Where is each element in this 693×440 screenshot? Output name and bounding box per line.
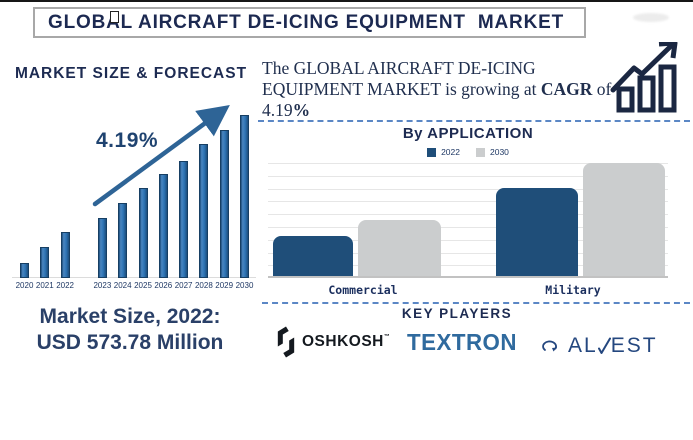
forecast-year-label: 2024 [113, 281, 132, 290]
gridline [268, 175, 668, 177]
key-players-heading: KEY PLAYERS [401, 306, 513, 321]
app-bar-commercial-2030 [358, 219, 441, 276]
forecast-bar-2026 [158, 173, 168, 278]
forecast-year-label: 2029 [215, 281, 234, 290]
forecast-bar-2021 [40, 247, 50, 278]
forecast-chart-title: MARKET SIZE & FORECAST [14, 65, 248, 82]
forecast-year-label: 2023 [93, 281, 112, 290]
watermark-smudge [633, 13, 669, 22]
textron-logo: TEXTRON [407, 329, 517, 355]
application-chart-legend: 2022 2030 [268, 147, 668, 157]
page-title: GLOBAL AIRCRAFT DE-ICING EQUIPMENT MARKE… [48, 11, 564, 33]
alvest-icon [542, 340, 557, 351]
gridline [268, 265, 668, 267]
alvest-name-suffix: EST [610, 334, 658, 357]
legend-label-2030: 2030 [490, 147, 509, 157]
legend-item-2030: 2030 [476, 147, 509, 157]
growth-chart-icon [610, 42, 678, 113]
forecast-bar-chart: 2020 2021 2022 2023 2024 2025 2026 2027 2028 2029… [0, 97, 260, 290]
application-bar-chart [268, 163, 668, 278]
forecast-axis-line [12, 277, 256, 278]
category-label-military: Military [545, 283, 601, 297]
forecast-bar-2022 [60, 232, 70, 278]
forecast-year-label: 2028 [194, 281, 213, 290]
alvest-name-prefix: AL [568, 334, 598, 357]
forecast-year-label: 2030 [235, 281, 254, 290]
growth-statement: The GLOBAL AIRCRAFT DE-ICING EQUIPMENT M… [262, 58, 624, 121]
oshkosh-trademark: ™ [383, 334, 391, 340]
forecast-bar-2025 [138, 188, 148, 278]
application-chart-title: By APPLICATION [402, 125, 534, 142]
application-category-labels: Commercial Military [268, 283, 668, 297]
market-size-value: USD 573.78 Million [36, 331, 224, 354]
forecast-bar-2020 [20, 263, 29, 278]
forecast-year-label: 2020 [15, 281, 34, 290]
legend-label-2022: 2022 [441, 147, 460, 157]
cagr-annotation: 4.19% [96, 129, 159, 152]
alvest-v-glyph [597, 337, 611, 354]
growth-statement-part1: The GLOBAL AIRCRAFT DE-ICING EQUIPMENT M… [262, 58, 541, 99]
growth-statement-part3: of 4.19 [262, 79, 612, 120]
market-size-title: Market Size, 2022: [39, 305, 221, 328]
gridline [268, 201, 668, 203]
forecast-year-label: 2025 [134, 281, 152, 290]
app-bar-commercial-2022 [273, 236, 353, 276]
gridline [268, 227, 668, 228]
forecast-year-label: 2026 [154, 281, 173, 290]
category-label-commercial: Commercial [328, 283, 398, 297]
gridline [268, 188, 668, 190]
forecast-bar-2030 [240, 115, 249, 278]
forecast-bar-2028 [199, 144, 209, 278]
forecast-year-label: 2022 [56, 281, 74, 290]
gridline [268, 252, 668, 254]
legend-item-2022: 2022 [427, 147, 460, 157]
forecast-year-label: 2027 [174, 281, 193, 290]
app-bar-military-2030 [583, 163, 665, 276]
forecast-bar-2027 [179, 160, 189, 278]
oshkosh-icon [277, 326, 295, 358]
gridline [268, 163, 668, 164]
forecast-bar-2024 [118, 203, 128, 278]
alvest-logo: AL EST [541, 334, 658, 358]
forecast-bar-2023 [97, 217, 107, 278]
gridline [268, 239, 668, 241]
forecast-year-label: 2021 [35, 281, 54, 290]
dashed-divider-bottom [262, 302, 690, 304]
gridline [268, 214, 668, 216]
oshkosh-name: OSHKOSH [302, 333, 384, 350]
growth-statement-percent: % [292, 100, 311, 120]
stray-glyph-artifact [110, 11, 119, 23]
oshkosh-logo: OSHKOSH™ [276, 326, 390, 358]
oshkosh-wordmark: OSHKOSH™ [302, 333, 390, 351]
growth-statement-cagr: CAGR [540, 79, 593, 99]
market-size-callout: Market Size, 2022: USD 573.78 Million [5, 304, 255, 356]
forecast-bar-2029 [219, 129, 229, 278]
dashed-divider-top [258, 120, 690, 122]
legend-swatch-2030 [476, 147, 485, 157]
alvest-wordmark: AL EST [568, 334, 658, 358]
app-bar-military-2022 [496, 187, 578, 276]
legend-swatch-2022 [427, 147, 437, 157]
